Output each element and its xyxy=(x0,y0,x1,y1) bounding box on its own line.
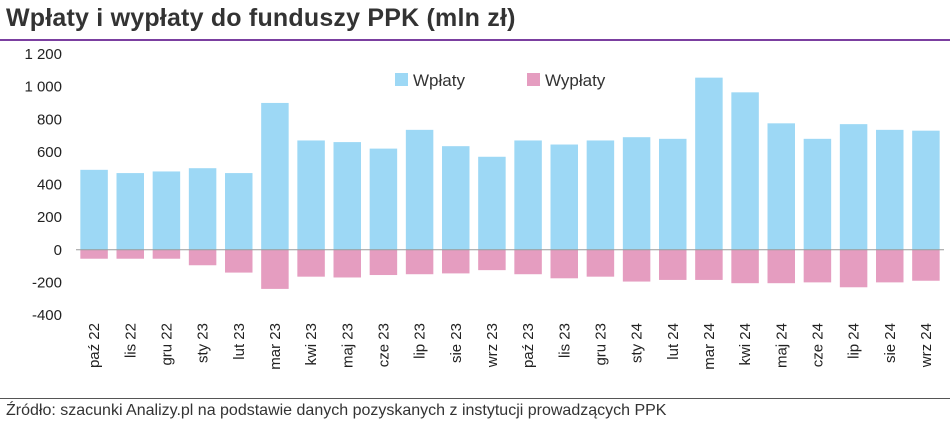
bar-wyplaty xyxy=(116,249,144,259)
y-tick-label: 800 xyxy=(37,111,62,128)
x-tick-label: wrz 23 xyxy=(484,323,501,368)
x-tick-label: paź 23 xyxy=(520,323,537,368)
title-divider xyxy=(0,39,950,41)
x-tick-label: cze 23 xyxy=(375,323,392,367)
y-tick-label: -400 xyxy=(32,307,62,324)
bar-wyplaty xyxy=(731,249,759,284)
bar-wyplaty xyxy=(659,249,687,280)
x-tick-label: lis 23 xyxy=(556,323,573,358)
bar-wplaty xyxy=(695,77,723,250)
bar-wyplaty xyxy=(405,249,434,275)
source-note: Źródło: szacunki Analizy.pl na podstawie… xyxy=(6,402,667,419)
x-tick-label: lip 24 xyxy=(846,323,863,359)
bar-wplaty xyxy=(188,168,217,250)
x-tick-label: lut 23 xyxy=(231,323,248,360)
x-tick-label: mar 24 xyxy=(701,323,718,370)
x-tick-label: lis 22 xyxy=(122,323,139,358)
x-tick-label: maj 24 xyxy=(773,323,790,368)
y-axis: -400 -200 0 200 400 600 800 1 000 1 200 xyxy=(24,46,62,324)
bar-wyplaty xyxy=(261,249,289,289)
x-tick-label: mar 23 xyxy=(267,323,284,370)
y-tick-label: 600 xyxy=(37,144,62,161)
legend-label-wplaty: Wpłaty xyxy=(413,71,465,90)
bar-wyplaty xyxy=(225,249,253,273)
legend-label-wyplaty: Wypłaty xyxy=(545,71,606,90)
bar-wyplaty xyxy=(80,249,108,259)
bar-wplaty xyxy=(297,140,325,250)
bar-wplaty xyxy=(152,171,181,250)
chart-title: Wpłaty i wypłaty do funduszy PPK (mln zł… xyxy=(6,4,516,32)
bar-wplaty xyxy=(622,137,651,250)
bar-wplaty xyxy=(333,142,361,250)
bar-wplaty xyxy=(369,148,398,250)
bar-wplaty xyxy=(225,173,253,250)
bar-wyplaty xyxy=(695,249,723,280)
x-tick-label: kwi 24 xyxy=(737,323,754,366)
legend: Wpłaty Wypłaty xyxy=(395,71,606,90)
bar-wplaty xyxy=(767,123,795,250)
legend-swatch-wplaty xyxy=(395,73,408,86)
x-tick-label: sie 23 xyxy=(448,323,465,363)
x-tick-label: gru 23 xyxy=(592,323,609,366)
bar-wplaty xyxy=(586,140,615,250)
bar-wplaty xyxy=(803,138,832,250)
bar-wyplaty xyxy=(912,249,940,281)
x-axis: paź 22 lis 22 gru 22 sty 23 lut 23 mar 23 kwi … xyxy=(86,323,935,370)
x-tick-label: lip 23 xyxy=(412,323,429,359)
bar-wyplaty xyxy=(333,249,361,278)
x-tick-label: kwi 23 xyxy=(303,323,320,366)
y-tick-label: 1 200 xyxy=(24,46,62,63)
bar-wyplaty xyxy=(767,249,795,284)
bar-wyplaty xyxy=(839,249,868,288)
bar-wyplaty xyxy=(369,249,398,276)
footer-divider xyxy=(0,398,950,399)
bar-wplaty xyxy=(876,129,904,250)
bar-wplaty xyxy=(659,138,687,250)
bar-wplaty xyxy=(261,102,289,250)
bar-wplaty xyxy=(839,124,868,250)
bar-wplaty xyxy=(442,146,470,250)
x-tick-label: sty 24 xyxy=(629,323,646,363)
bar-wplaty xyxy=(405,129,434,250)
y-tick-label: 200 xyxy=(37,209,62,226)
x-tick-label: wrz 24 xyxy=(918,323,935,368)
x-tick-label: sie 24 xyxy=(882,323,899,363)
bar-wplaty xyxy=(116,173,144,250)
bar-wplaty xyxy=(80,169,108,250)
legend-swatch-wyplaty xyxy=(527,73,540,86)
y-tick-label: 1 000 xyxy=(24,79,62,96)
x-tick-label: sty 23 xyxy=(195,323,212,363)
x-tick-label: gru 22 xyxy=(158,323,175,366)
bar-wyplaty xyxy=(550,249,578,279)
bar-wyplaty xyxy=(586,249,615,277)
bar-wplaty xyxy=(550,144,578,250)
bar-wyplaty xyxy=(514,249,542,275)
bar-chart: -400 -200 0 200 400 600 800 1 000 1 200 paź 22 li… xyxy=(24,46,944,370)
bar-wyplaty xyxy=(152,249,181,259)
bar-wyplaty xyxy=(297,249,325,277)
bar-wplaty xyxy=(478,156,506,250)
y-tick-label: -200 xyxy=(32,274,62,291)
x-tick-label: paź 22 xyxy=(86,323,103,368)
x-tick-label: cze 24 xyxy=(809,323,826,367)
bar-wplaty xyxy=(731,92,759,250)
bars-group xyxy=(76,77,944,289)
bar-wyplaty xyxy=(876,249,904,283)
x-tick-label: lut 24 xyxy=(665,323,682,360)
bar-wyplaty xyxy=(803,249,832,283)
bar-wyplaty xyxy=(442,249,470,274)
y-tick-label: 400 xyxy=(37,177,62,194)
bar-wyplaty xyxy=(622,249,651,282)
bar-wplaty xyxy=(514,140,542,250)
bar-wplaty xyxy=(912,130,940,250)
y-tick-label: 0 xyxy=(54,242,62,259)
bar-wyplaty xyxy=(478,249,506,271)
bar-wyplaty xyxy=(188,249,217,266)
x-tick-label: maj 23 xyxy=(339,323,356,368)
